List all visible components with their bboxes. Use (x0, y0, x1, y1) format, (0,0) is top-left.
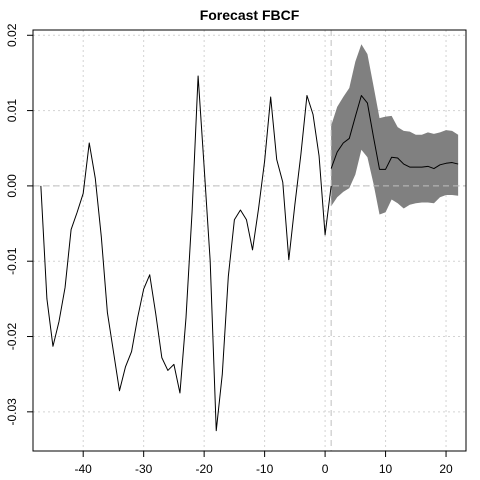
x-tick-label: -20 (195, 462, 213, 476)
grid (33, 30, 466, 451)
series-lines (40, 75, 459, 432)
y-tick-label: 0.00 (5, 174, 19, 198)
y-tick-label: -0.03 (5, 398, 19, 426)
x-tick-label: -40 (75, 462, 93, 476)
y-tick-label: -0.02 (5, 323, 19, 351)
y-tick-label: -0.01 (5, 247, 19, 275)
x-tick-label: 0 (322, 462, 329, 476)
plot-frame (32, 29, 467, 452)
reference-lines (33, 30, 466, 451)
x-tick-label: 20 (439, 462, 453, 476)
y-tick-label: 0.01 (5, 99, 19, 123)
y-tick-label: 0.02 (5, 23, 19, 47)
x-tick-label: -30 (135, 462, 153, 476)
chart-title: Forecast FBCF (200, 7, 300, 23)
forecast-interval-band (331, 44, 459, 215)
series-forecast-line (330, 95, 459, 170)
x-axis: -40 -30 -20 -10 0 10 20 (75, 451, 453, 476)
y-axis: -0.03 -0.02 -0.01 0.00 0.01 0.02 (5, 23, 33, 426)
series-history-line (40, 75, 332, 432)
x-tick-label: 10 (379, 462, 393, 476)
x-tick-label: -10 (256, 462, 274, 476)
confidence-band (331, 44, 459, 215)
